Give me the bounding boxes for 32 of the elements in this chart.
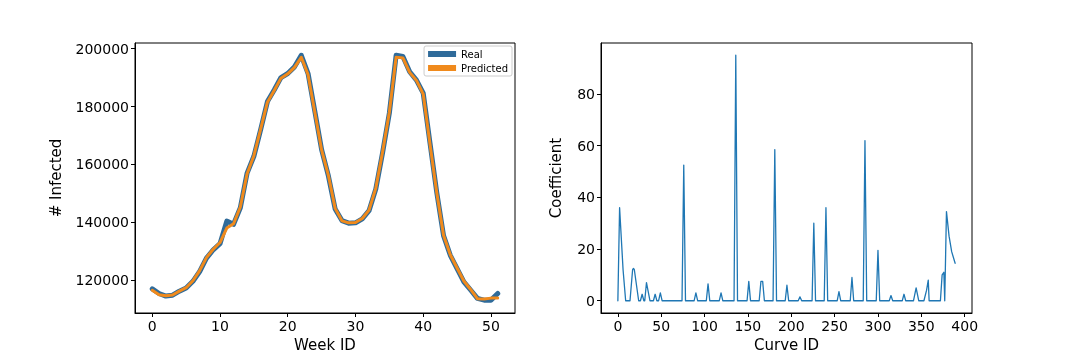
y-tick-label: 80 bbox=[577, 86, 595, 103]
x-tick-label: 250 bbox=[821, 318, 848, 334]
x-tick-label: 30 bbox=[346, 318, 365, 334]
y-tick-label: 200000 bbox=[75, 40, 129, 57]
legend-label: Predicted bbox=[461, 62, 509, 74]
x-tick-label: 0 bbox=[613, 318, 623, 334]
x-tick-label: 300 bbox=[864, 318, 892, 334]
x-tick-label: 350 bbox=[907, 318, 935, 334]
x-axis-title: Week ID bbox=[294, 336, 356, 355]
y-axis-title: Coefficient bbox=[546, 137, 565, 219]
x-tick-label: 100 bbox=[691, 318, 718, 334]
y-axis-title: # Infected bbox=[46, 138, 65, 218]
y-tick-label: 20 bbox=[577, 241, 595, 258]
x-tick-label: 40 bbox=[414, 318, 433, 334]
line-series bbox=[617, 54, 956, 302]
y-tick-label: 0 bbox=[586, 292, 595, 309]
x-tick-label: 50 bbox=[482, 318, 500, 334]
y-tick-label: 180000 bbox=[75, 98, 129, 115]
x-tick-label: 200 bbox=[777, 318, 805, 334]
y-tick-label: 120000 bbox=[75, 272, 129, 289]
y-tick-label: 160000 bbox=[75, 156, 129, 173]
x-tick-label: 20 bbox=[278, 318, 297, 334]
x-tick-label: 400 bbox=[951, 318, 979, 334]
y-tick-label: 40 bbox=[577, 189, 595, 206]
x-axis-title: Curve ID bbox=[754, 336, 819, 355]
legend-label: Real bbox=[461, 48, 483, 60]
y-tick-label: 140000 bbox=[75, 214, 129, 231]
x-tick-label: 0 bbox=[147, 318, 157, 334]
x-tick-label: 50 bbox=[652, 318, 671, 334]
x-tick-label: 10 bbox=[211, 318, 229, 334]
x-tick-label: 150 bbox=[734, 318, 762, 334]
y-tick-label: 60 bbox=[577, 137, 595, 154]
